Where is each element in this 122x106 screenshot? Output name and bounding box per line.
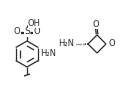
- Text: S: S: [24, 27, 30, 36]
- Text: O: O: [34, 27, 40, 36]
- Text: H₂N: H₂N: [58, 40, 74, 49]
- Text: O: O: [14, 27, 20, 36]
- Text: H₂N: H₂N: [40, 50, 56, 59]
- Text: O: O: [108, 40, 115, 49]
- Text: O: O: [93, 20, 99, 29]
- Text: OH: OH: [28, 19, 41, 27]
